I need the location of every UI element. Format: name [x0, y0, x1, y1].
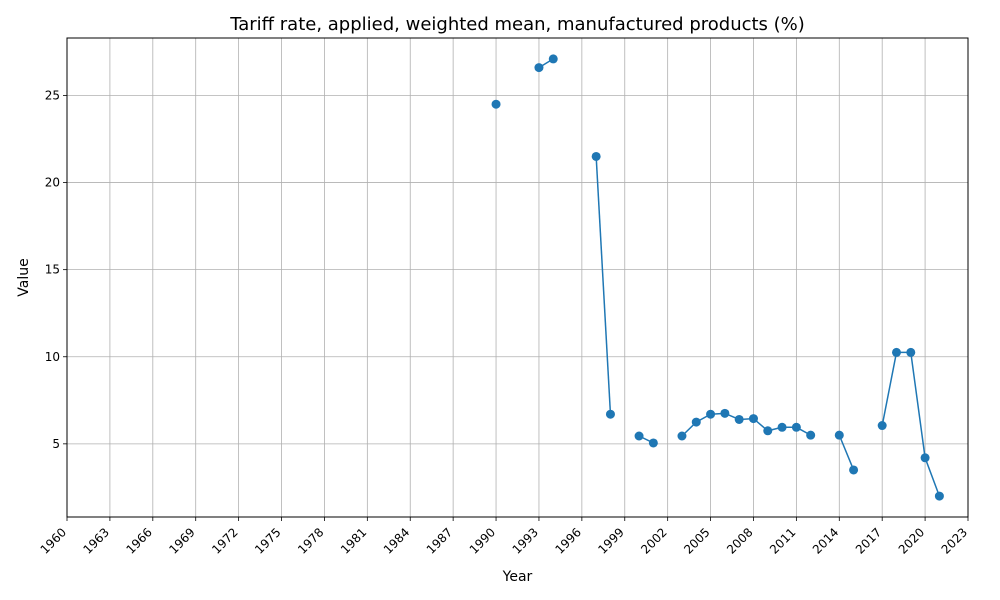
data-point [720, 408, 730, 418]
x-tick-label: 1963 [81, 525, 112, 556]
x-tick-label: 1969 [166, 525, 197, 556]
data-point [706, 409, 716, 419]
data-point [906, 347, 916, 357]
x-tick-label: 2008 [724, 525, 755, 556]
axis-ticks: 1960 1963 1966 1969 1972 1975 1978 1981 1984 1987… [38, 88, 970, 556]
y-axis-title: Value [16, 258, 32, 296]
grid [66, 38, 969, 517]
data-point [763, 426, 773, 436]
x-tick-label: 1996 [552, 525, 583, 556]
data-point [677, 431, 687, 441]
plot-area-frame [66, 37, 969, 518]
data-point [934, 491, 944, 501]
x-tick-label: 1987 [424, 525, 455, 556]
series-line-segment [881, 351, 941, 497]
y-tick-label: 10 [45, 350, 60, 364]
x-tick-label: 1993 [510, 525, 541, 556]
data-point [591, 151, 601, 161]
data-point [849, 465, 859, 475]
chart-title: Tariff rate, applied, weighted mean, man… [229, 14, 805, 35]
y-tick-label: 15 [45, 263, 60, 277]
x-tick-label: 1984 [381, 525, 412, 556]
series-line-segment [681, 412, 812, 437]
x-tick-label: 2017 [853, 525, 884, 556]
data-point [834, 430, 844, 440]
data-point [491, 99, 501, 109]
x-tick-label: 2020 [896, 525, 927, 556]
x-tick-label: 1960 [38, 525, 69, 556]
x-tick-label: 2014 [810, 525, 841, 556]
x-tick-label: 2023 [939, 525, 970, 556]
x-tick-label: 1975 [252, 525, 283, 556]
data-point [748, 414, 758, 424]
data-point [605, 409, 615, 419]
x-tick-label: 2005 [681, 525, 712, 556]
data-point [920, 453, 930, 463]
x-tick-label: 1972 [209, 525, 240, 556]
data-point [634, 431, 644, 441]
y-tick-label: 5 [52, 437, 60, 451]
x-tick-label: 1981 [338, 525, 369, 556]
data-point [534, 63, 544, 73]
data-point [648, 438, 658, 448]
x-tick-label: 1990 [467, 525, 498, 556]
x-tick-label: 2011 [767, 525, 798, 556]
y-tick-label: 20 [45, 176, 60, 190]
series-line-segment [595, 156, 612, 415]
x-axis-title: Year [502, 569, 533, 585]
data-point [548, 54, 558, 64]
data-point [734, 414, 744, 424]
data-point [877, 421, 887, 431]
y-tick-label: 25 [45, 88, 60, 102]
x-tick-label: 2002 [638, 525, 669, 556]
data-point [791, 422, 801, 432]
data-point [691, 417, 701, 427]
data-point [891, 347, 901, 357]
data-point [777, 422, 787, 432]
x-tick-label: 1966 [123, 525, 154, 556]
data-point [806, 430, 816, 440]
x-tick-label: 1978 [295, 525, 326, 556]
series-layer [491, 54, 944, 501]
x-tick-label: 1999 [595, 525, 626, 556]
series-line-segment [838, 434, 855, 471]
